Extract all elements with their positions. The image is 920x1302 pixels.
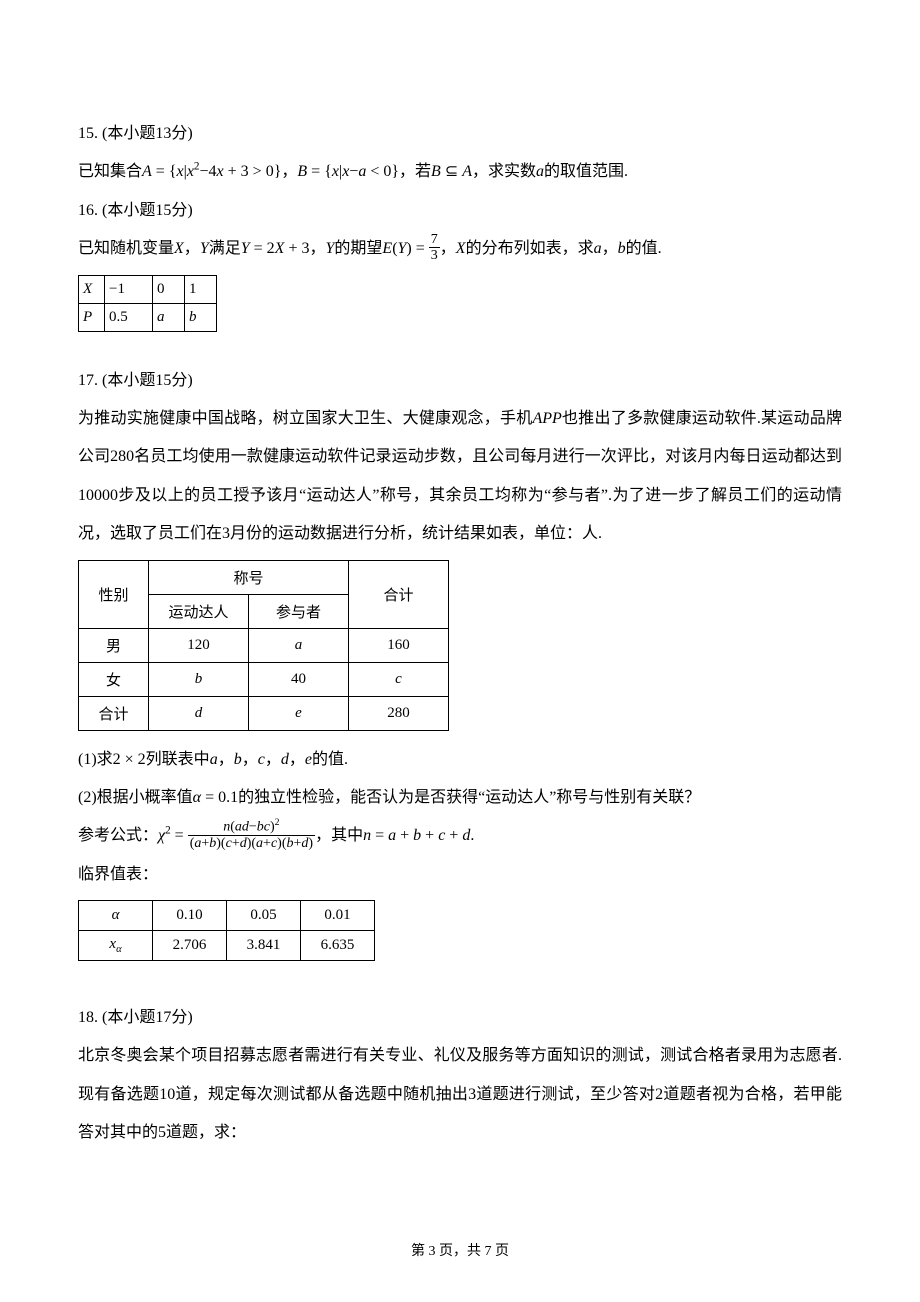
th-sub2: 参与者 [249, 594, 349, 628]
cell: d [149, 696, 249, 730]
cell: e [249, 696, 349, 730]
cell: −1 [105, 275, 153, 303]
q17-p1: 为推动实施健康中国战略，树立国家大卫生、大健康观念，手机APP也推出了多款健康运… [78, 400, 842, 554]
cell: 男 [79, 628, 149, 662]
q17-sub1: (1)求2 × 2列联表中a，b，c，d，e的值. [78, 741, 842, 779]
formula-den: (a+b)(c+d)(a+c)(b+d) [188, 835, 315, 851]
cell: xα [79, 931, 153, 961]
cell: X [79, 275, 105, 303]
q18-p1: 北京冬奥会某个项目招募志愿者需进行有关专业、礼仪及服务等方面知识的测试，测试合格… [78, 1037, 842, 1152]
q17-table: 性别 称号 合计 运动达人 参与者 男 120 a 160 女 b 40 c 合… [78, 560, 449, 731]
cell: 6.635 [301, 931, 375, 961]
formula-num: n(ad−bc)2 [188, 818, 315, 835]
cell: b [149, 662, 249, 696]
cell: 2.706 [153, 931, 227, 961]
page-container: 15. (本小题13分) 已知集合A = {x|x2−4x + 3 > 0}，B… [0, 0, 920, 1302]
spacer [78, 971, 842, 999]
cell: 0.5 [105, 303, 153, 331]
cell: 280 [349, 696, 449, 730]
cell: b [185, 303, 217, 331]
cell: a [153, 303, 185, 331]
cell: α [79, 901, 153, 931]
table-row: X −1 0 1 [79, 275, 217, 303]
q16-body-post: ，X的分布列如表，求a，b的值. [440, 240, 662, 257]
table-row: α 0.10 0.05 0.01 [79, 901, 375, 931]
q16-body-pre: 已知随机变量X，Y满足Y = 2X + 3，Y的期望E(Y) = [78, 240, 429, 257]
formula-post: ，其中n = a + b + c + d. [315, 827, 474, 844]
cell: 3.841 [227, 931, 301, 961]
table-row: xα 2.706 3.841 6.635 [79, 931, 375, 961]
cell: 0 [153, 275, 185, 303]
cell: 120 [149, 628, 249, 662]
table-row: 女 b 40 c [79, 662, 449, 696]
q17-crit-table: α 0.10 0.05 0.01 xα 2.706 3.841 6.635 [78, 900, 375, 961]
table-row: P 0.5 a b [79, 303, 217, 331]
q17-crit-label: 临界值表： [78, 856, 842, 894]
q16-fraction: 73 [429, 232, 440, 264]
formula-fraction: n(ad−bc)2(a+b)(c+d)(a+c)(b+d) [188, 818, 315, 851]
table-row: 合计 d e 280 [79, 696, 449, 730]
cell: 40 [249, 662, 349, 696]
q15-heading: 15. (本小题13分) [78, 115, 842, 153]
q17-formula: 参考公式：χ2 = n(ad−bc)2(a+b)(c+d)(a+c)(b+d)，… [78, 817, 842, 855]
q18-heading: 18. (本小题17分) [78, 999, 842, 1037]
cell: 0.05 [227, 901, 301, 931]
table-row: 男 120 a 160 [79, 628, 449, 662]
q17-sub2: (2)根据小概率值α = 0.1的独立性检验，能否认为是否获得“运动达人”称号与… [78, 779, 842, 817]
cell: c [349, 662, 449, 696]
cell: 0.10 [153, 901, 227, 931]
page-footer: 第 3 页，共 7 页 [0, 1240, 920, 1260]
cell: 0.01 [301, 901, 375, 931]
cell: a [249, 628, 349, 662]
cell: 1 [185, 275, 217, 303]
spacer [78, 342, 842, 362]
formula-pre: 参考公式：χ2 = [78, 827, 188, 844]
q16-heading: 16. (本小题15分) [78, 192, 842, 230]
th-sub1: 运动达人 [149, 594, 249, 628]
q16-frac-num: 7 [429, 232, 440, 247]
cell: P [79, 303, 105, 331]
q17-heading: 17. (本小题15分) [78, 362, 842, 400]
cell: 女 [79, 662, 149, 696]
th-gender: 性别 [79, 560, 149, 628]
th-title: 称号 [149, 560, 349, 594]
cell: 合计 [79, 696, 149, 730]
th-total: 合计 [349, 560, 449, 628]
q15-body: 已知集合A = {x|x2−4x + 3 > 0}，B = {x|x−a < 0… [78, 153, 842, 191]
cell: 160 [349, 628, 449, 662]
q16-frac-den: 3 [429, 247, 440, 263]
table-row: 性别 称号 合计 [79, 560, 449, 594]
q16-body: 已知随机变量X，Y满足Y = 2X + 3，Y的期望E(Y) = 73，X的分布… [78, 230, 842, 268]
q16-table: X −1 0 1 P 0.5 a b [78, 275, 217, 332]
